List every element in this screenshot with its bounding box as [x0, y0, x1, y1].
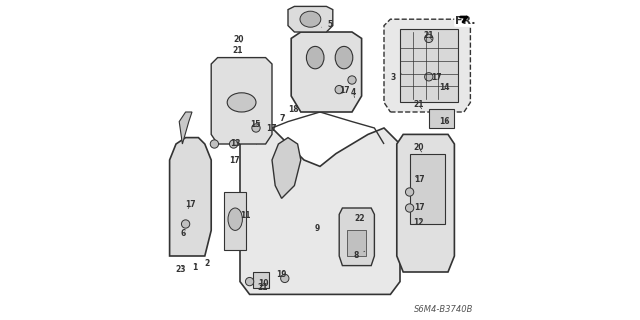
Text: 23: 23 — [175, 265, 186, 274]
Circle shape — [280, 274, 289, 283]
Text: 18: 18 — [289, 105, 299, 114]
Ellipse shape — [228, 208, 243, 230]
Polygon shape — [253, 272, 269, 288]
Text: 10: 10 — [258, 279, 268, 288]
Text: 16: 16 — [439, 117, 449, 126]
Text: 12: 12 — [413, 218, 424, 227]
Text: 8: 8 — [353, 251, 365, 260]
Text: 21: 21 — [232, 46, 243, 55]
Circle shape — [252, 124, 260, 132]
Circle shape — [406, 188, 414, 196]
Text: 21: 21 — [258, 283, 268, 292]
Text: 21: 21 — [413, 100, 424, 109]
Polygon shape — [288, 6, 333, 32]
Polygon shape — [240, 128, 400, 294]
Polygon shape — [211, 58, 272, 144]
Text: 17: 17 — [266, 124, 276, 133]
Text: 17: 17 — [230, 156, 240, 165]
Circle shape — [425, 34, 433, 43]
Text: 9: 9 — [314, 224, 319, 233]
Text: FR.: FR. — [455, 16, 476, 26]
Text: 2: 2 — [205, 260, 210, 268]
Ellipse shape — [307, 46, 324, 69]
Circle shape — [230, 140, 238, 148]
Text: 17: 17 — [414, 175, 424, 184]
Text: 4: 4 — [351, 88, 356, 98]
Polygon shape — [429, 109, 454, 128]
Circle shape — [425, 73, 433, 81]
Text: 21: 21 — [424, 31, 434, 40]
Text: 17: 17 — [431, 73, 442, 82]
Polygon shape — [397, 134, 454, 272]
Text: 14: 14 — [439, 83, 449, 92]
Polygon shape — [224, 192, 246, 250]
Text: 19: 19 — [276, 270, 286, 279]
Text: 11: 11 — [241, 211, 251, 220]
Circle shape — [246, 277, 254, 286]
Circle shape — [182, 220, 189, 228]
Text: S6M4-B3740B: S6M4-B3740B — [414, 305, 474, 314]
Text: 13: 13 — [230, 139, 241, 148]
Text: 6: 6 — [180, 229, 186, 238]
Text: 7: 7 — [280, 114, 285, 123]
Text: 15: 15 — [250, 120, 260, 129]
Polygon shape — [170, 138, 211, 256]
Circle shape — [335, 85, 344, 94]
Circle shape — [348, 76, 356, 84]
Text: 20: 20 — [413, 143, 424, 152]
Text: 17: 17 — [339, 86, 349, 95]
Polygon shape — [410, 154, 445, 224]
Ellipse shape — [227, 93, 256, 112]
Text: 22: 22 — [355, 214, 365, 223]
Text: 20: 20 — [234, 35, 244, 44]
Circle shape — [210, 140, 219, 148]
Text: 5: 5 — [322, 20, 332, 28]
Polygon shape — [400, 29, 458, 102]
Ellipse shape — [300, 11, 321, 27]
Circle shape — [406, 204, 414, 212]
Text: 1: 1 — [192, 263, 197, 272]
Polygon shape — [272, 138, 301, 198]
Text: 17: 17 — [186, 200, 196, 209]
Polygon shape — [384, 19, 470, 112]
Polygon shape — [347, 230, 366, 256]
Text: 3: 3 — [391, 73, 402, 82]
Polygon shape — [339, 208, 374, 266]
Polygon shape — [291, 32, 362, 112]
Polygon shape — [179, 112, 192, 144]
Text: 17: 17 — [414, 203, 424, 212]
Ellipse shape — [335, 46, 353, 69]
